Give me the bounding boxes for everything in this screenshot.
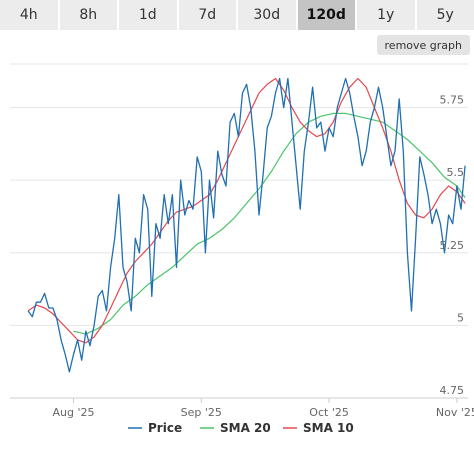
x-tick-label: Sep '25 [181,406,222,419]
legend-label-price[interactable]: Price [148,421,182,435]
tab-4h[interactable]: 4h [0,0,60,30]
tab-1y[interactable]: 1y [357,0,417,30]
series-line-sma-20 [73,112,466,335]
y-tick-label: 5.5 [447,166,465,179]
price-chart: 4.75 5 5.25 5.5 5.75 Aug '25 Sep '25 Oct '25 No… [10,63,474,435]
tab-30d[interactable]: 30d [238,0,298,30]
y-axis-ticks: 4.75 5 5.25 5.5 5.75 [440,94,465,397]
tab-120d[interactable]: 120d [297,0,357,30]
x-tick-label: Nov '25 [436,406,474,419]
x-tick-label: Oct '25 [309,406,349,419]
y-tick-label: 5 [457,311,464,324]
tab-8h[interactable]: 8h [59,0,119,30]
x-tick-label: Aug '25 [52,406,94,419]
remove-graph-button[interactable]: remove graph [376,35,470,55]
tab-1d[interactable]: 1d [119,0,179,30]
y-tick-label: 5.25 [440,239,465,252]
legend-label-sma-10[interactable]: SMA 10 [303,421,354,435]
tab-7d[interactable]: 7d [178,0,238,30]
legend: Price SMA 20 SMA 10 [128,421,354,435]
y-tick-label: 4.75 [440,384,465,397]
series-lines [27,77,466,373]
grid-lines [10,63,468,399]
timeframe-tabs: 4h 8h 1d 7d 30d 120d 1y 5y [0,0,474,30]
series-line-price [27,77,466,373]
y-tick-label: 5.75 [440,94,465,107]
x-axis-ticks: Aug '25 Sep '25 Oct '25 Nov '25 [52,398,474,419]
tab-5y[interactable]: 5y [416,0,474,30]
series-line-sma-10 [27,77,466,344]
legend-label-sma-20[interactable]: SMA 20 [220,421,271,435]
